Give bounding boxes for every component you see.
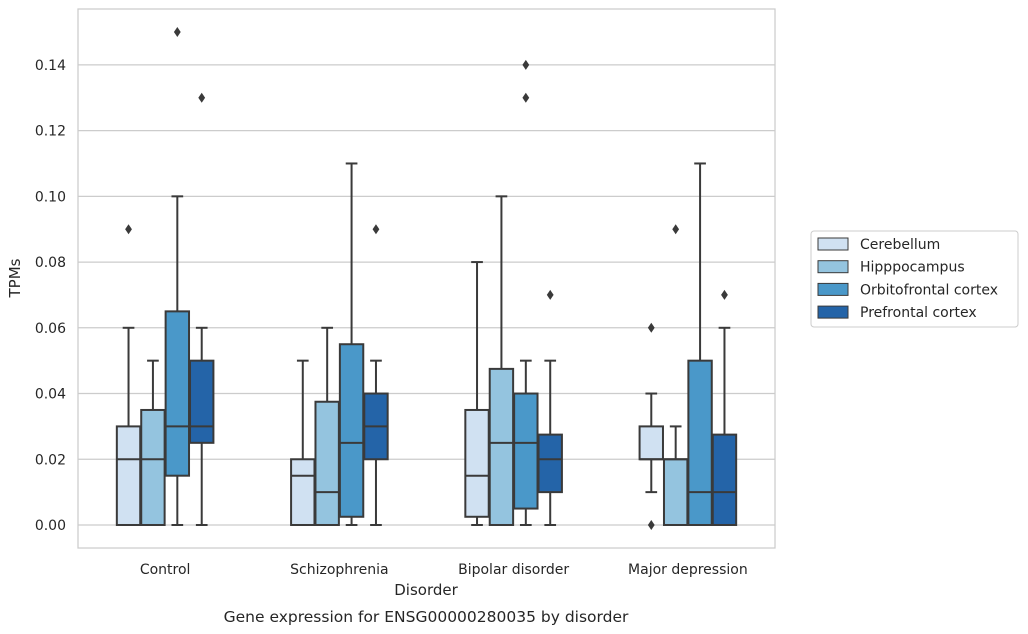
legend: Cerebellum Hipppocampus Orbitofrontal cort… xyxy=(810,230,1019,328)
y-axis-title: TPMs xyxy=(6,258,24,298)
box-group xyxy=(140,359,166,526)
box xyxy=(140,408,166,526)
legend-label: Prefrontal cortex xyxy=(860,305,977,321)
box-group xyxy=(290,359,316,526)
legend-swatch xyxy=(817,282,849,296)
x-tick-labels: Control Schizophrenia Bipolar disorder Majo… xyxy=(140,562,748,578)
x-tick-label: Control xyxy=(140,562,191,578)
box-series xyxy=(115,27,738,530)
outlier-point xyxy=(721,289,728,300)
box xyxy=(290,458,316,526)
outlier-point xyxy=(198,92,206,103)
outlier-point xyxy=(372,224,380,235)
y-tick-label: 0.14 xyxy=(35,58,66,74)
legend-swatch xyxy=(817,237,849,251)
y-tick-labels: 0.00 0.02 0.04 0.06 0.08 0.10 0.12 0.14 xyxy=(35,58,66,534)
outlier-point xyxy=(672,224,680,235)
legend-label: Cerebellum xyxy=(860,237,940,253)
box-group xyxy=(115,224,142,526)
box xyxy=(115,425,142,526)
y-tick-label: 0.02 xyxy=(35,452,66,468)
x-tick-label: Schizophrenia xyxy=(290,562,388,578)
box-group xyxy=(513,59,539,526)
box xyxy=(488,367,515,526)
y-tick-label: 0.00 xyxy=(35,518,66,534)
box xyxy=(314,400,340,526)
box-group xyxy=(687,162,713,526)
box xyxy=(189,359,215,444)
legend-frame xyxy=(810,230,1019,328)
box-group xyxy=(711,289,738,526)
y-tick-label: 0.12 xyxy=(35,124,66,140)
box-group xyxy=(338,162,365,526)
outlier-point xyxy=(125,224,132,235)
box-group xyxy=(464,261,490,526)
box xyxy=(687,359,713,526)
outlier-point xyxy=(522,59,530,70)
y-tick-label: 0.04 xyxy=(35,387,66,403)
chart-caption: Gene expression for ENSG00000280035 by d… xyxy=(224,608,629,626)
box-group xyxy=(488,195,515,526)
x-tick-label: Bipolar disorder xyxy=(458,562,569,578)
x-axis-title: Disorder xyxy=(394,581,458,599)
box-group xyxy=(537,289,563,526)
outlier-point xyxy=(546,289,554,300)
box-group xyxy=(164,27,191,526)
box xyxy=(164,310,191,477)
plot-area xyxy=(77,8,776,549)
box-group xyxy=(638,322,664,530)
box xyxy=(638,425,664,461)
legend-swatch xyxy=(817,305,849,319)
box xyxy=(513,392,539,510)
box-group xyxy=(363,224,389,526)
legend-label: Orbitofrontal cortex xyxy=(860,282,998,298)
outlier-point xyxy=(173,27,181,38)
legend-label: Hipppocampus xyxy=(860,260,965,276)
x-tick-label: Major depression xyxy=(628,562,748,578)
box xyxy=(537,433,563,494)
box xyxy=(464,408,490,518)
y-tick-label: 0.08 xyxy=(35,255,66,271)
box xyxy=(662,458,689,526)
outlier-point xyxy=(647,322,655,333)
y-tick-label: 0.10 xyxy=(35,189,66,205)
box-group xyxy=(662,224,689,526)
legend-swatch xyxy=(817,260,849,274)
outlier-point xyxy=(647,519,655,530)
outlier-point xyxy=(522,92,530,103)
box-group xyxy=(314,326,340,526)
box xyxy=(711,433,738,526)
box xyxy=(338,343,365,518)
y-tick-label: 0.06 xyxy=(35,321,66,337)
box-group xyxy=(189,92,215,526)
